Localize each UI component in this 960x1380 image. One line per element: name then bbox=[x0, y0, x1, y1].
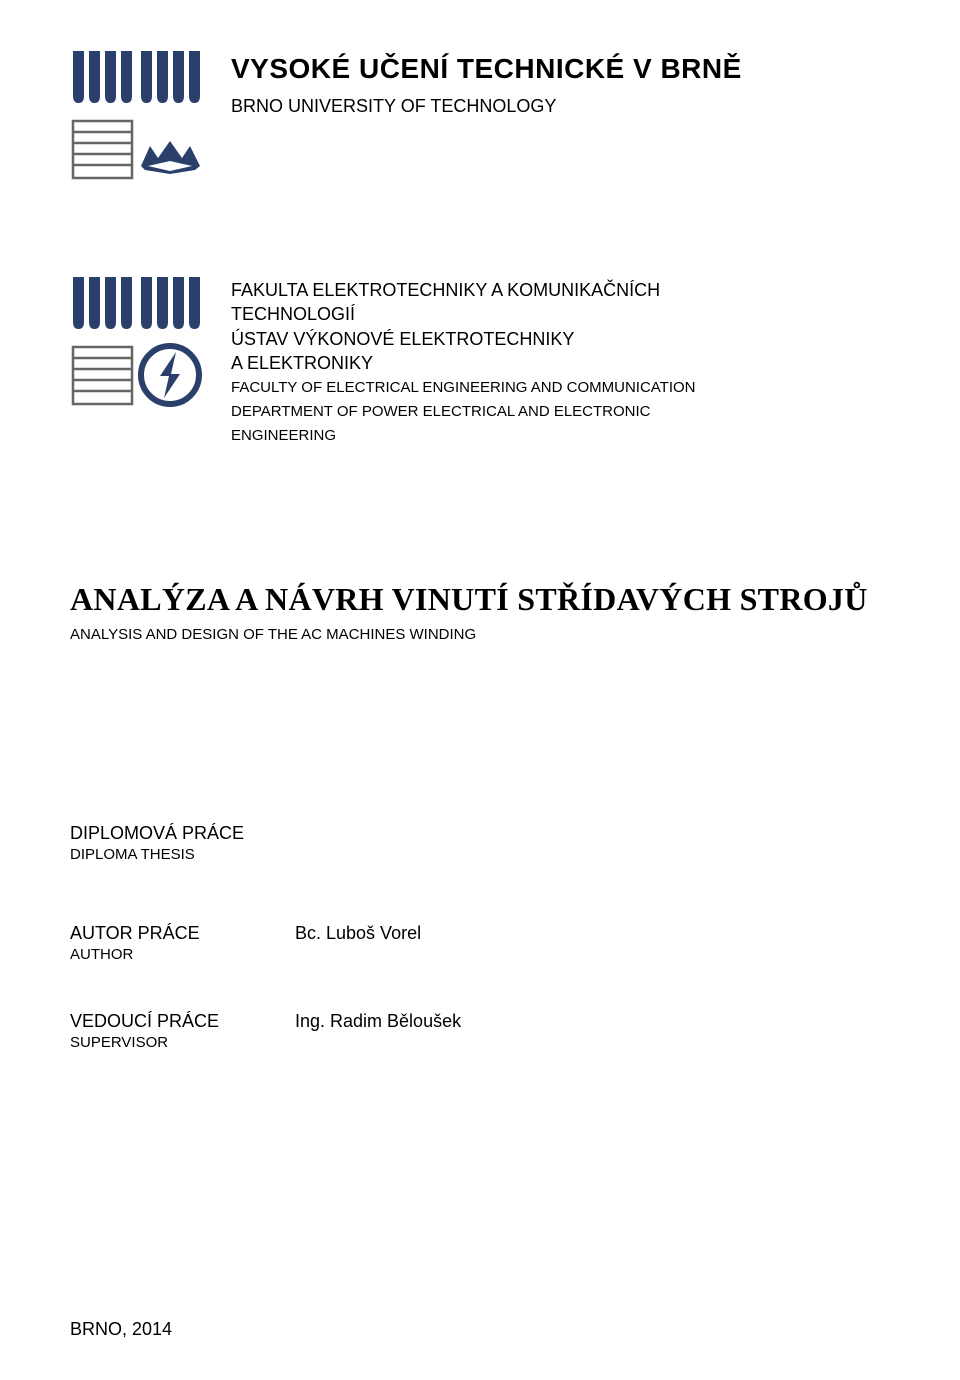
faculty-text: FAKULTA ELEKTROTECHNIKY A KOMUNIKAČNÍCH … bbox=[231, 274, 696, 446]
author-label-en: AUTHOR bbox=[70, 946, 295, 963]
author-section: AUTOR PRÁCE AUTHOR Bc. Luboš Vorel bbox=[70, 923, 890, 963]
header-text: VYSOKÉ UČENÍ TECHNICKÉ V BRNĚ BRNO UNIVE… bbox=[231, 48, 742, 117]
supervisor-label-block: VEDOUCÍ PRÁCE SUPERVISOR bbox=[70, 1011, 295, 1051]
dept-line1-cs: ÚSTAV VÝKONOVÉ ELEKTROTECHNIKY bbox=[231, 327, 696, 351]
author-name: Bc. Luboš Vorel bbox=[295, 923, 421, 944]
university-name-cs: VYSOKÉ UČENÍ TECHNICKÉ V BRNĚ bbox=[231, 52, 742, 86]
work-type-cs: DIPLOMOVÁ PRÁCE bbox=[70, 823, 890, 844]
thesis-title-en: ANALYSIS AND DESIGN OF THE AC MACHINES W… bbox=[70, 626, 890, 643]
faculty-logo-icon bbox=[70, 274, 203, 407]
faculty-logo bbox=[70, 274, 203, 412]
dept-line2-en: ENGINEERING bbox=[231, 425, 696, 447]
university-name-en: BRNO UNIVERSITY OF TECHNOLOGY bbox=[231, 96, 742, 117]
vut-logo-icon bbox=[70, 48, 203, 181]
vut-logo bbox=[70, 48, 203, 186]
work-type-section: DIPLOMOVÁ PRÁCE DIPLOMA THESIS bbox=[70, 823, 890, 863]
title-section: ANALÝZA A NÁVRH VINUTÍ STŘÍDAVÝCH STROJŮ… bbox=[70, 581, 890, 643]
faculty-row: FAKULTA ELEKTROTECHNIKY A KOMUNIKAČNÍCH … bbox=[70, 274, 890, 446]
faculty-line-en: FACULTY OF ELECTRICAL ENGINEERING AND CO… bbox=[231, 377, 696, 399]
supervisor-section: VEDOUCÍ PRÁCE SUPERVISOR Ing. Radim Bělo… bbox=[70, 1011, 890, 1051]
author-label-cs: AUTOR PRÁCE bbox=[70, 923, 295, 944]
author-label-block: AUTOR PRÁCE AUTHOR bbox=[70, 923, 295, 963]
supervisor-name: Ing. Radim Běloušek bbox=[295, 1011, 461, 1032]
thesis-title-cs: ANALÝZA A NÁVRH VINUTÍ STŘÍDAVÝCH STROJŮ bbox=[70, 581, 890, 618]
header-row: VYSOKÉ UČENÍ TECHNICKÉ V BRNĚ BRNO UNIVE… bbox=[70, 48, 890, 186]
work-type-en: DIPLOMA THESIS bbox=[70, 846, 890, 863]
supervisor-label-en: SUPERVISOR bbox=[70, 1034, 295, 1051]
city-year: BRNO, 2014 bbox=[70, 1319, 172, 1340]
faculty-line1-cs: FAKULTA ELEKTROTECHNIKY A KOMUNIKAČNÍCH bbox=[231, 278, 696, 302]
dept-line2-cs: A ELEKTRONIKY bbox=[231, 351, 696, 375]
faculty-line2-cs: TECHNOLOGIÍ bbox=[231, 302, 696, 326]
supervisor-label-cs: VEDOUCÍ PRÁCE bbox=[70, 1011, 295, 1032]
dept-line1-en: DEPARTMENT OF POWER ELECTRICAL AND ELECT… bbox=[231, 401, 696, 423]
